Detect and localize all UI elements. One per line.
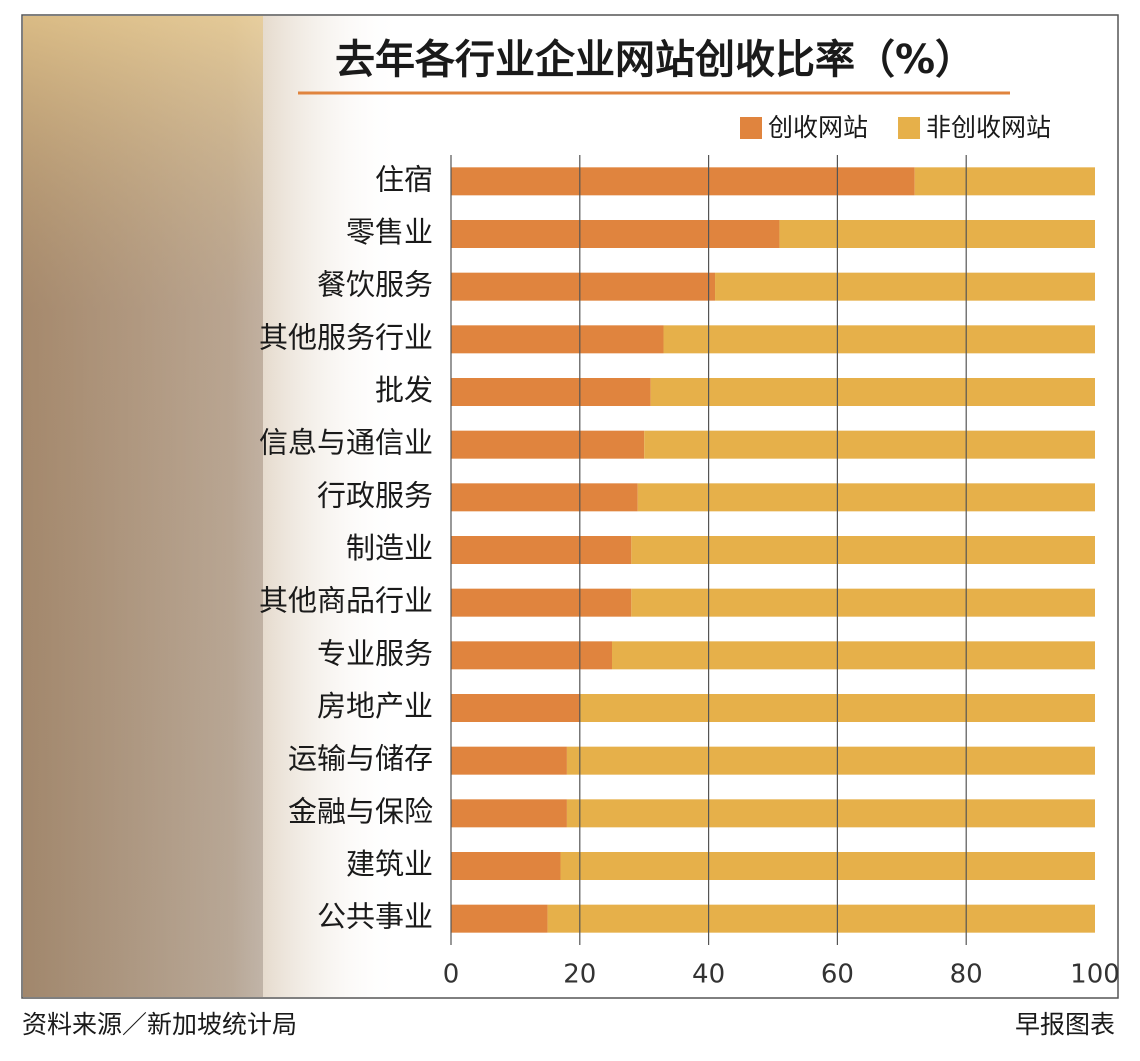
bar-segment [451,799,567,828]
bar-segment [612,641,1095,670]
bar-segment [451,904,548,933]
x-tick-label: 80 [950,960,983,990]
bar-segment [631,588,1095,617]
x-tick-label: 0 [443,960,460,990]
y-tick-label: 运输与储存 [288,742,433,776]
bar-segment [631,536,1095,564]
bar-segment [451,588,632,617]
bar-segment [451,167,915,196]
legend-swatch [740,117,762,139]
bar-segment [451,483,638,512]
y-tick-label: 零售业 [346,215,433,249]
x-tick-label: 40 [692,960,725,990]
y-tick-label: 餐饮服务 [317,268,433,302]
bar-segment [451,536,632,564]
bar-segment [547,904,1095,933]
bar-segment [451,746,567,775]
bar-segment [650,378,1095,406]
bar-segment [451,272,716,301]
bar-segment [637,483,1095,512]
y-tick-label: 住宿 [375,162,433,196]
x-tick-label: 20 [563,960,596,990]
bar-segment [451,220,780,248]
credit: 早报图表 [1015,1010,1115,1039]
legend-swatch [898,117,921,139]
y-tick-label: 房地产业 [317,689,433,723]
bar-segment [715,272,1095,301]
x-tick-label: 60 [821,960,854,990]
y-tick-label: 公共事业 [317,900,433,934]
bar-segment [566,746,1095,775]
bar-segment [779,220,1095,248]
x-tick-label: 100 [1070,960,1120,990]
bar-segment [644,430,1095,459]
y-tick-label: 金融与保险 [288,794,433,828]
bar-segment [451,694,580,722]
source-note: 资料来源／新加坡统计局 [22,1010,297,1039]
y-tick-label: 建筑业 [346,847,433,881]
bar-segment [451,852,561,880]
background-photo-shade [23,16,263,997]
y-tick-label: 行政服务 [317,478,433,512]
y-tick-label: 信息与通信业 [259,426,433,460]
bar-segment [451,641,612,670]
bar-segment [560,852,1095,880]
legend-label: 非创收网站 [926,113,1051,142]
y-tick-label: 其他服务行业 [259,320,433,354]
bar-segment [451,430,645,459]
bar-segment [663,325,1095,354]
y-tick-label: 制造业 [346,531,433,565]
chart-title: 去年各行业企业网站创收比率（%） [335,37,975,83]
bar-segment [451,378,651,406]
bar-segment [914,167,1095,196]
bar-segment [451,325,664,354]
y-tick-label: 其他商品行业 [259,584,433,618]
y-tick-label: 批发 [375,373,433,407]
legend-label: 创收网站 [768,113,868,142]
y-tick-label: 专业服务 [317,636,433,670]
bar-segment [566,799,1095,828]
